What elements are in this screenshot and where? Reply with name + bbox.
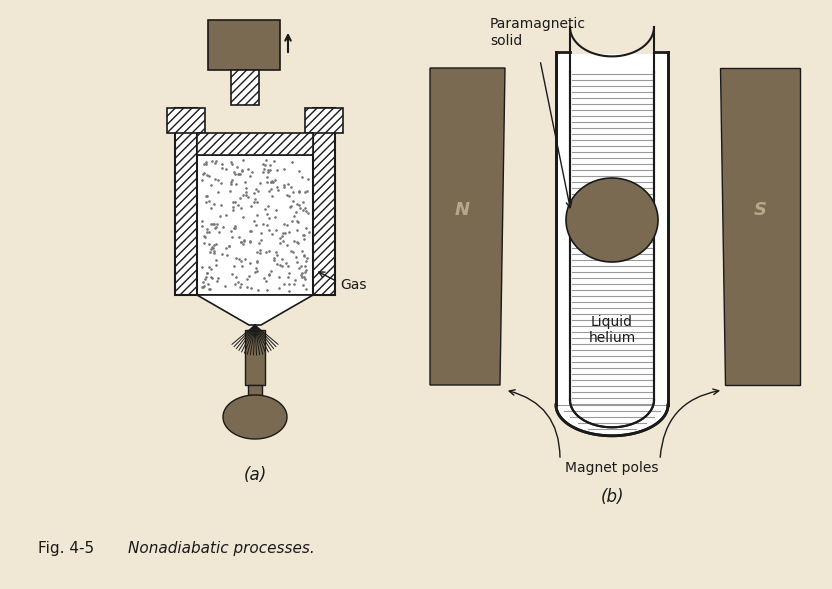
Text: Liquid
helium: Liquid helium <box>588 315 636 345</box>
Polygon shape <box>197 295 313 325</box>
Bar <box>556 54 668 407</box>
Text: (a): (a) <box>244 466 266 484</box>
Bar <box>175 108 197 295</box>
Bar <box>245 330 265 385</box>
Text: S: S <box>754 201 766 219</box>
Polygon shape <box>566 178 658 262</box>
Polygon shape <box>223 395 287 439</box>
Text: solid: solid <box>490 34 522 48</box>
Text: Fig. 4-5: Fig. 4-5 <box>38 541 94 556</box>
Bar <box>305 108 343 133</box>
Bar <box>231 70 259 105</box>
Text: (b): (b) <box>600 488 624 506</box>
Polygon shape <box>430 68 505 385</box>
Text: N: N <box>454 201 469 219</box>
Text: Nonadiabatic processes.: Nonadiabatic processes. <box>128 541 314 556</box>
Polygon shape <box>556 405 668 436</box>
Bar <box>197 133 313 155</box>
Text: Paramagnetic: Paramagnetic <box>490 17 586 31</box>
Text: Magnet poles: Magnet poles <box>565 461 659 475</box>
Bar <box>197 155 313 295</box>
Bar <box>313 108 335 295</box>
Bar <box>248 385 262 395</box>
Polygon shape <box>720 68 800 385</box>
Text: Gas: Gas <box>340 278 367 292</box>
Bar <box>167 108 205 133</box>
Bar <box>208 20 280 70</box>
